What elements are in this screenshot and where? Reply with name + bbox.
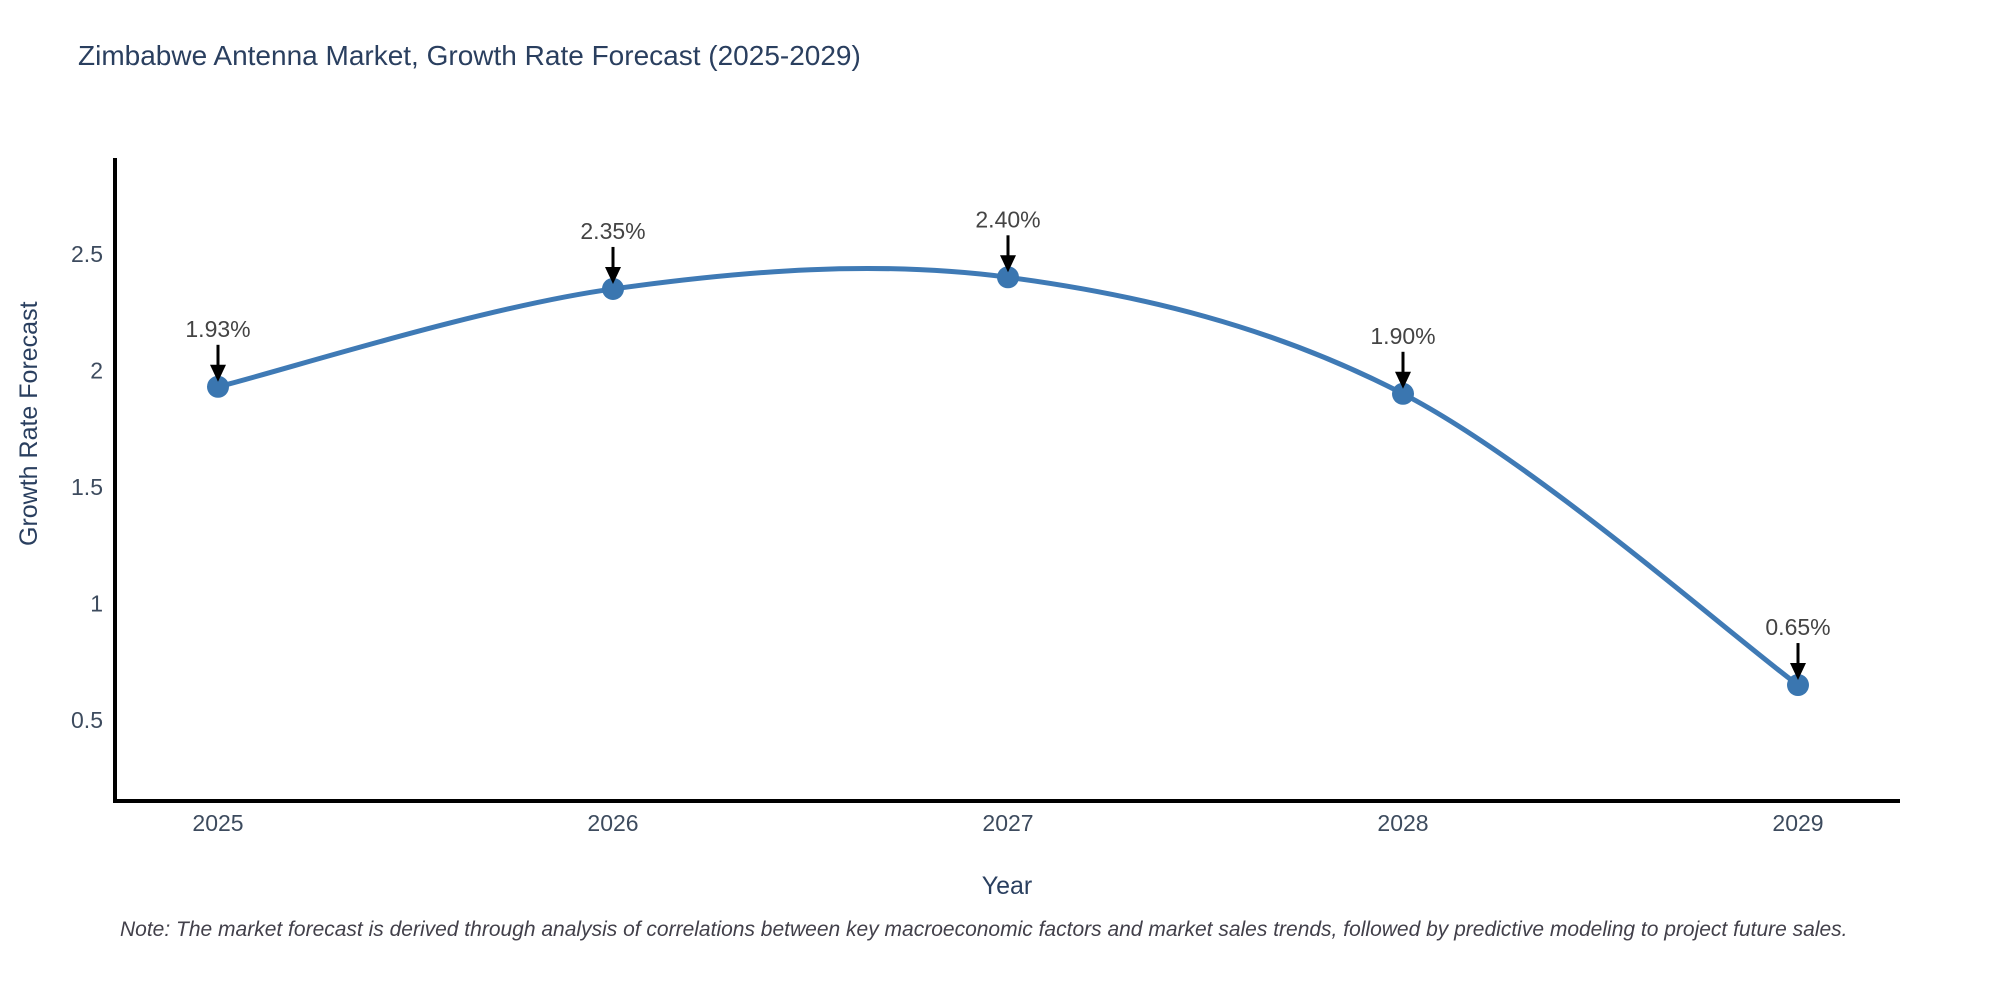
annotation-label-2025: 1.93% (185, 316, 250, 342)
annotation-label-2028: 1.90% (1370, 323, 1435, 349)
annotation-label-2029: 0.65% (1765, 614, 1830, 640)
annotation-arrow-head-2028 (1395, 371, 1411, 389)
annotation-arrow-head-2025 (210, 364, 226, 382)
annotation-label-2027: 2.40% (975, 206, 1040, 232)
data-point-2029[interactable] (1787, 674, 1809, 697)
y-tick-label-2: 2 (90, 358, 103, 384)
y-tick-label-2.5: 2.5 (71, 241, 103, 267)
x-tick-label-2027: 2027 (982, 810, 1033, 836)
chart-note: Note: The market forecast is derived thr… (120, 918, 1848, 941)
annotation-arrow-head-2027 (1000, 255, 1016, 273)
y-tick-label-1.5: 1.5 (71, 474, 103, 500)
x-tick-label-2026: 2026 (587, 810, 638, 836)
data-point-2026[interactable] (602, 277, 624, 300)
y-tick-label-0.5: 0.5 (71, 707, 103, 733)
data-point-2027[interactable] (997, 266, 1019, 289)
x-tick-label-2029: 2029 (1772, 810, 1823, 836)
annotation-arrow-head-2026 (605, 266, 621, 284)
data-point-2025[interactable] (207, 375, 229, 398)
y-tick-label-1: 1 (90, 591, 103, 617)
forecast-line-series[interactable] (215, 265, 1801, 688)
annotation-arrow-head-2029 (1790, 663, 1806, 681)
annotation-label-2026: 2.35% (580, 218, 645, 244)
x-tick-label-2028: 2028 (1377, 810, 1428, 836)
x-axis-title: Year (981, 872, 1033, 900)
chart-title: Zimbabwe Antenna Market, Growth Rate For… (78, 40, 861, 71)
x-tick-label-2025: 2025 (192, 810, 243, 836)
data-point-2028[interactable] (1392, 382, 1414, 405)
